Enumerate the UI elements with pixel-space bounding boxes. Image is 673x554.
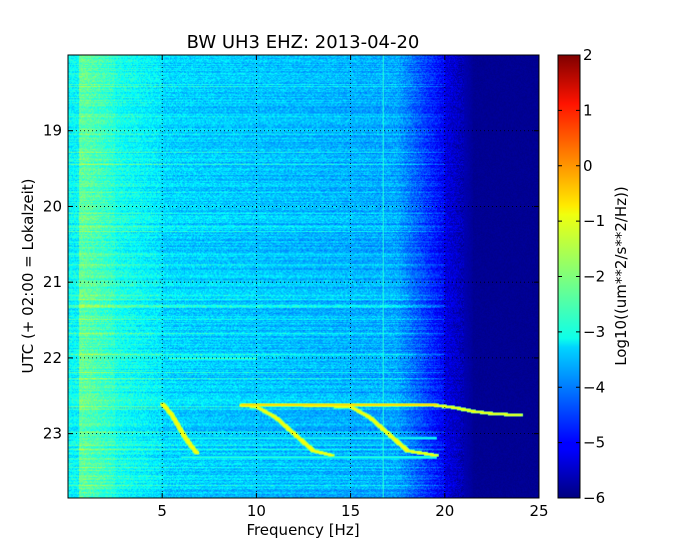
x-axis-label: Frequency [Hz] [246,521,359,539]
spectrogram-heatmap [68,55,539,498]
y-tick-label: 20 [43,197,62,215]
y-tick-label: 19 [43,122,62,140]
colorbar-tick-label: −2 [583,268,605,286]
x-axis: 5 10 15 20 25 [157,55,549,520]
colorbar-tick-label: 2 [583,46,593,64]
colorbar-tick-label: 0 [583,157,593,175]
x-tick-label: 25 [529,502,548,520]
y-tick-label: 21 [43,273,62,291]
plot-grid [68,55,539,498]
colorbar-label: Log10((um**2/s**2/Hz)) [612,186,630,366]
x-tick-label: 20 [435,502,454,520]
plot-area [67,54,540,499]
colorbar-tick-label: −3 [583,323,605,341]
colorbar-tick-label: −1 [583,212,605,230]
chart-title: BW UH3 EHZ: 2013-04-20 [187,32,420,53]
y-tick-label: 22 [43,349,62,367]
colorbar: 2 1 0 −1 −2 −3 −4 −5 −6 [557,46,605,507]
x-tick-label: 5 [157,502,167,520]
colorbar-tick-label: 1 [583,101,593,119]
colorbar-tick-label: −6 [583,489,605,507]
plot-frame [67,54,540,499]
y-tick-label: 23 [43,425,62,443]
x-tick-label: 15 [341,502,360,520]
colorbar-ticks: 2 1 0 −1 −2 −3 −4 −5 −6 [558,46,605,507]
colorbar-tick-label: −5 [583,434,605,452]
colorbar-tick-label: −4 [583,378,605,396]
y-axis: 19 20 21 22 23 [43,122,539,443]
x-tick-label: 10 [247,502,266,520]
y-axis-label: UTC (+ 02:00 = Lokalzeit) [19,178,37,373]
